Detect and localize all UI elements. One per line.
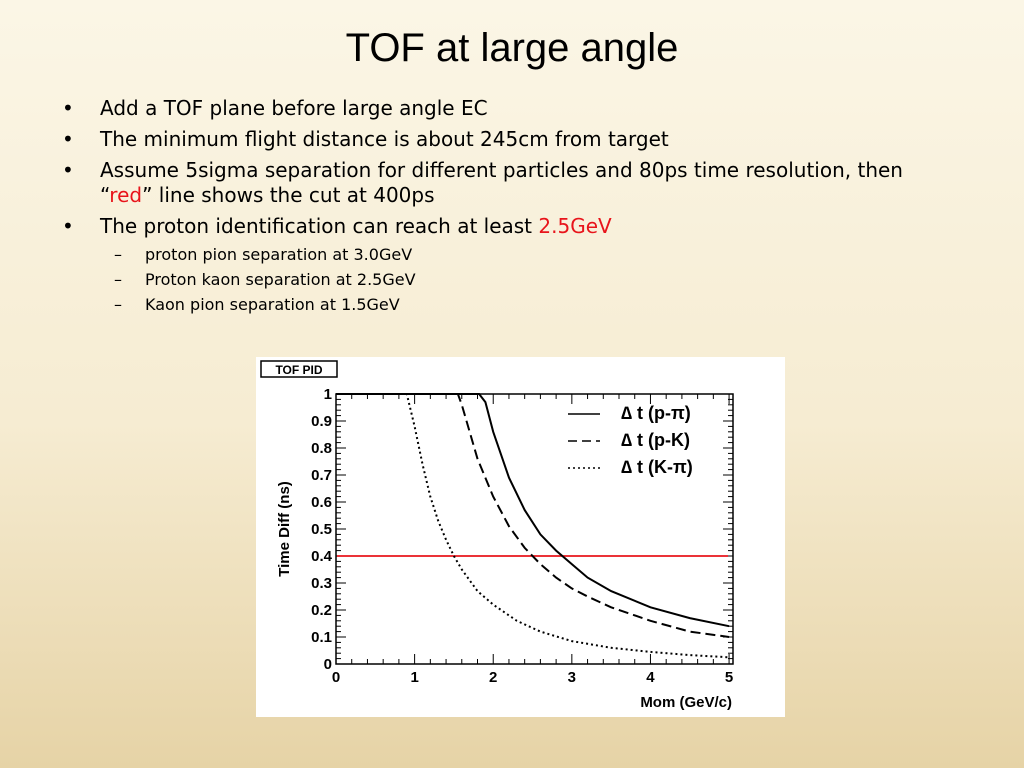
tof-pid-chart: TOF PID 0 0.1 0.2 0.3 0.4 0.5 0.6 0.7 0.8 0.9 1 0 1… [256, 357, 785, 717]
y-tick-label: 0.8 [311, 440, 332, 457]
y-tick-label: 0.2 [311, 602, 332, 619]
bullet-marker: • [62, 127, 74, 151]
x-tick-label: 3 [568, 669, 576, 686]
x-tick-label: 0 [332, 669, 340, 686]
series-line-1 [336, 393, 730, 638]
chart-svg: TOF PID 0 0.1 0.2 0.3 0.4 0.5 0.6 0.7 0.8 0.9 1 0 1… [260, 360, 734, 711]
x-tick-label: 5 [725, 669, 733, 686]
sub-bullet-item: – proton pion separation at 3.0GeV [62, 245, 962, 265]
legend-label-1: ∆ t (p-K) [621, 430, 690, 450]
bullet-item: • Add a TOF plane before large angle EC [62, 96, 962, 121]
bullet-text: Assume 5sigma separation for different p… [100, 158, 903, 182]
red-word: red [109, 183, 143, 207]
sub-bullet-text: Kaon pion separation at 1.5GeV [145, 295, 400, 314]
y-tick-label: 0.4 [311, 548, 333, 565]
legend-label-2: ∆ t (K-π) [621, 457, 693, 477]
bullet-marker: • [62, 96, 74, 120]
bullet-marker: • [62, 214, 74, 238]
sub-bullet-marker: – [114, 245, 122, 264]
sub-bullet-item: – Kaon pion separation at 1.5GeV [62, 295, 962, 315]
bullet-item: • The proton identification can reach at… [62, 214, 962, 239]
sub-bullet-text: Proton kaon separation at 2.5GeV [145, 270, 416, 289]
series-line-2 [336, 393, 730, 659]
y-tick-label: 0.5 [311, 521, 332, 538]
series-layer [336, 393, 730, 659]
y-tick-label: 0.1 [311, 629, 332, 646]
y-axis-label: Time Diff (ns) [276, 481, 293, 577]
x-tick-label: 1 [410, 669, 418, 686]
y-tick-label: 0.6 [311, 494, 332, 511]
quote-open: “ [100, 183, 110, 207]
sub-bullet-text: proton pion separation at 3.0GeV [145, 245, 413, 264]
bullet-item: • Assume 5sigma separation for different… [62, 158, 962, 208]
chart-tag: TOF PID [275, 363, 322, 377]
chart-tag-box [260, 360, 338, 378]
y-tick-label: 0.9 [311, 413, 332, 430]
y-tick-label: 0.7 [311, 467, 332, 484]
x-tick-label: 2 [489, 669, 497, 686]
bullet-text-rest: ” line shows the cut at 400ps [142, 183, 435, 207]
y-tick-label: 0 [324, 656, 332, 673]
sub-bullet-item: – Proton kaon separation at 2.5GeV [62, 270, 962, 290]
y-tick-label: 0.3 [311, 575, 332, 592]
bullet-text: The minimum flight distance is about 245… [100, 127, 669, 151]
bullet-item: • The minimum flight distance is about 2… [62, 127, 962, 152]
slide-title: TOF at large angle [345, 26, 679, 70]
bullet-text: Add a TOF plane before large angle EC [100, 96, 488, 120]
y-tick-label: 1 [324, 386, 332, 403]
sub-bullet-marker: – [114, 270, 122, 289]
legend-label-0: ∆ t (p-π) [621, 403, 691, 423]
legend: ∆ t (p-π) ∆ t (p-K) ∆ t (K-π) [568, 403, 693, 477]
bullet-marker: • [62, 158, 74, 182]
bullet-text: The proton identification can reach at l… [100, 214, 539, 238]
sub-bullet-marker: – [114, 295, 122, 314]
x-axis-label: Mom (GeV/c) [640, 694, 732, 711]
y-axis: 0 0.1 0.2 0.3 0.4 0.5 0.6 0.7 0.8 0.9 1 [311, 386, 733, 673]
x-tick-label: 4 [646, 669, 655, 686]
bullet-list: • Add a TOF plane before large angle EC … [62, 96, 962, 320]
highlight-value: 2.5GeV [538, 214, 612, 238]
series-line-0 [336, 393, 730, 628]
